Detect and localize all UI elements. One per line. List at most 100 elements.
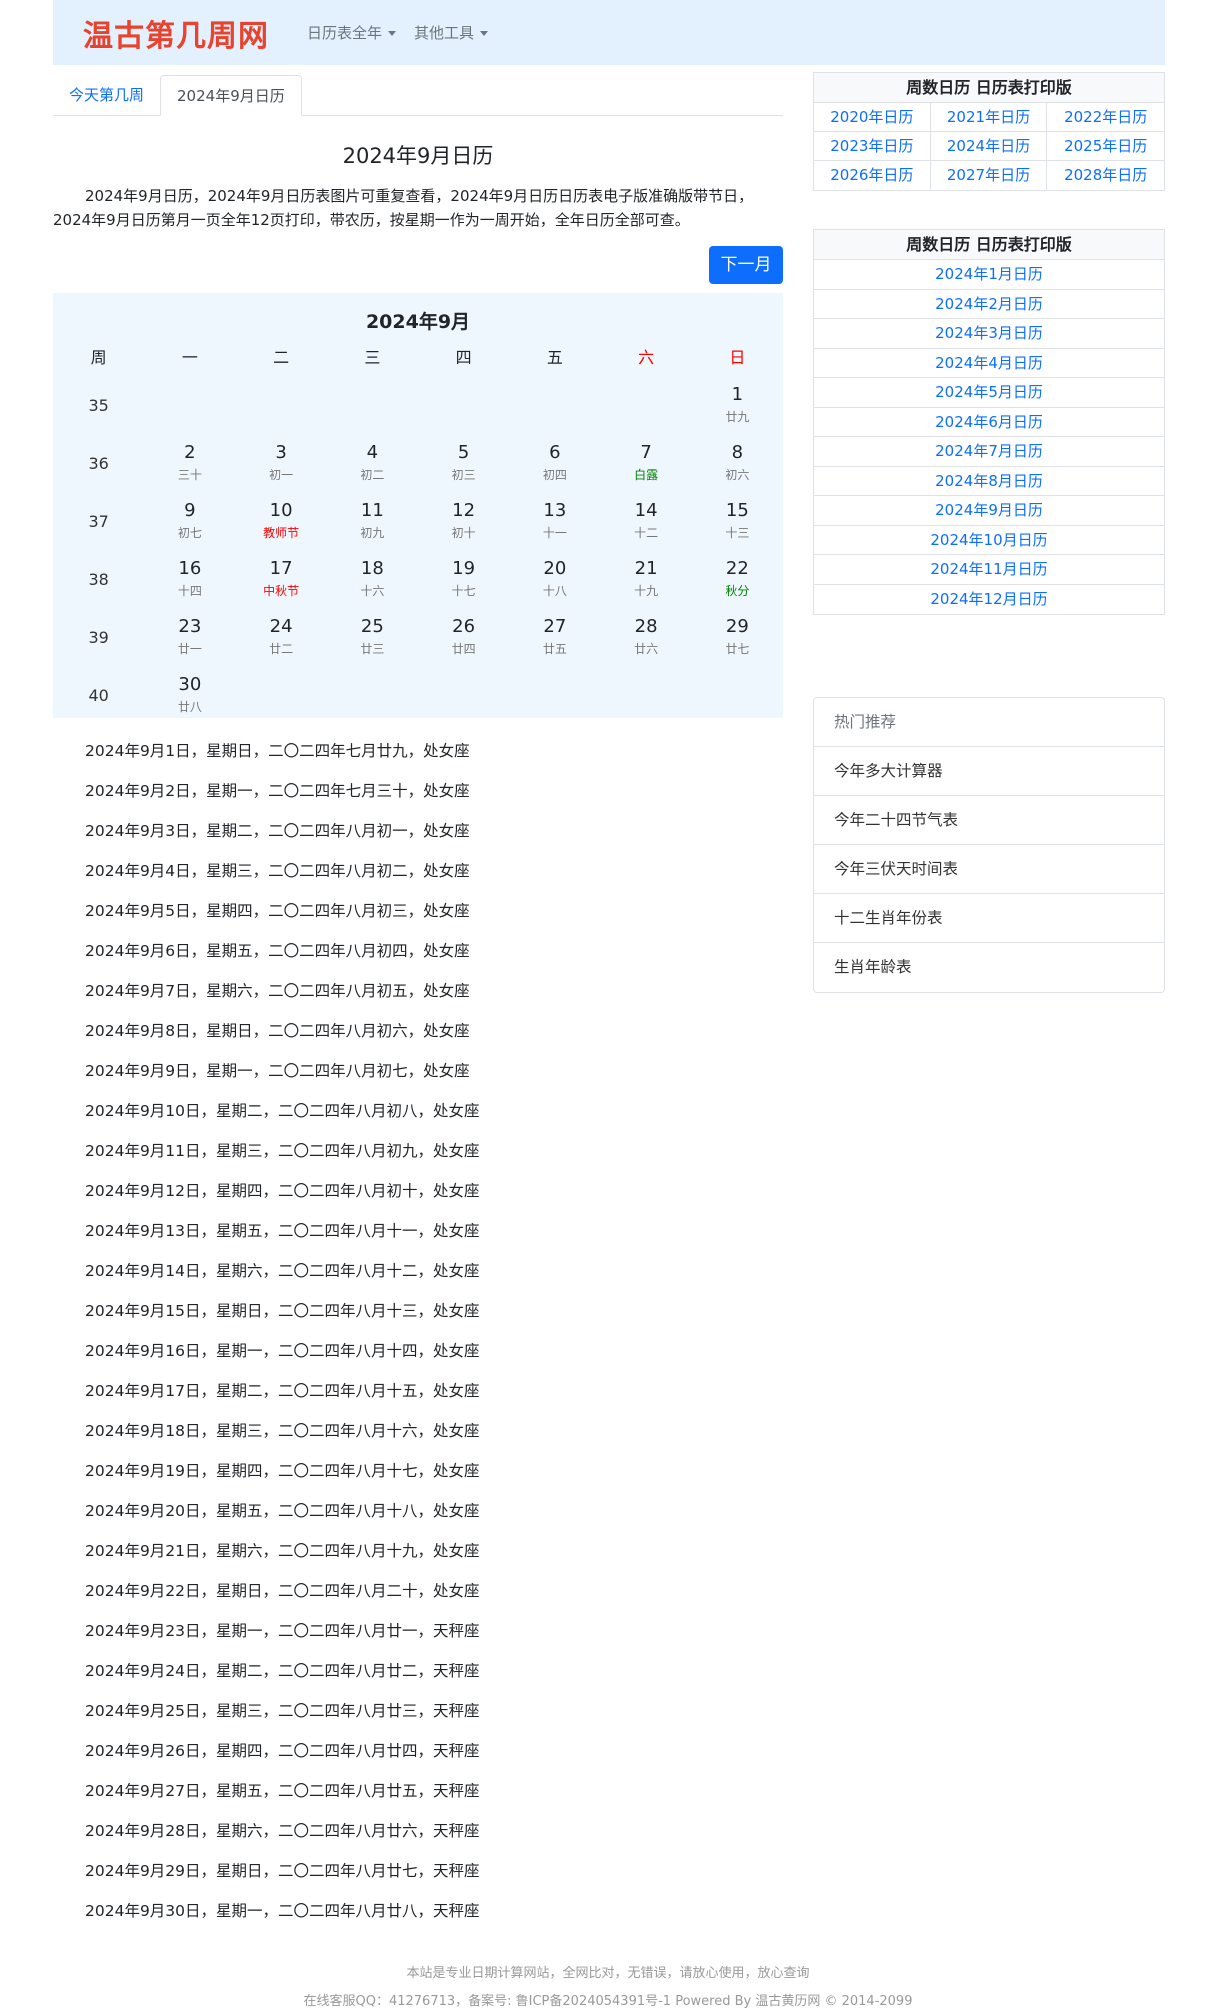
tab-month-calendar[interactable]: 2024年9月日历 [160,75,302,116]
day-list-item: 2024年9月8日，星期日，二〇二四年八月初六，处女座 [85,1022,470,1040]
day-list-item: 2024年9月21日，星期六，二〇二四年八月十九，处女座 [85,1542,480,1560]
calendar-day[interactable]: 28 廿六 [601,615,692,673]
lunar-date: 初七 [177,526,202,540]
year-calendar-link[interactable]: 2028年日历 [1064,166,1148,184]
empty-cell [601,383,692,441]
site-logo[interactable]: 温古第几周网 [83,18,269,54]
footer-note: 本站是专业日期计算网站，全网比对，无错误，请放心使用，放心查询 [406,1966,810,1981]
calendar-day[interactable]: 1 廿九 [692,383,783,441]
next-month-button[interactable]: 下一月 [709,246,783,284]
lunar-date: 十七 [451,584,476,598]
empty-cell [509,383,600,441]
calendar-day[interactable]: 18 十六 [327,557,418,615]
month-calendar-link[interactable]: 2024年6月日历 [814,408,1164,437]
lunar-date: 初十 [451,526,476,540]
calendar-day[interactable]: 10 教师节 [236,499,327,557]
calendar-day[interactable]: 2 三十 [144,441,235,499]
calendar-day[interactable]: 16 十四 [144,557,235,615]
day-list-item: 2024年9月2日，星期一，二〇二四年七月三十，处女座 [85,782,470,800]
day-list-item: 2024年9月25日，星期三，二〇二四年八月廿三，天秤座 [85,1702,480,1720]
month-calendar-link[interactable]: 2024年2月日历 [814,290,1164,319]
day-list-item: 2024年9月4日，星期三，二〇二四年八月初二，处女座 [85,862,470,880]
calendar-day[interactable]: 21 十九 [601,557,692,615]
day-number: 20 [543,558,567,579]
hot-list-item[interactable]: 十二生肖年份表 [814,894,1164,943]
year-calendar-link[interactable]: 2023年日历 [814,132,931,161]
year-calendar-link[interactable]: 2026年日历 [814,161,931,190]
weekday-header: 日 [729,348,746,367]
calendar-day[interactable]: 27 廿五 [509,615,600,673]
calendar-day[interactable]: 25 廿三 [327,615,418,673]
month-calendar-link[interactable]: 2024年11月日历 [814,555,1164,585]
year-calendar-link[interactable]: 2022年日历 [1047,103,1164,132]
calendar-day[interactable]: 8 初六 [692,441,783,499]
calendar-day[interactable]: 29 廿七 [692,615,783,673]
hot-list-item[interactable]: 今年三伏天时间表 [814,845,1164,894]
hot-list-item[interactable]: 今年多大计算器 [814,747,1164,796]
calendar-day[interactable]: 5 初三 [418,441,509,499]
nav-label: 其他工具 [414,24,475,42]
years-panel: 周数日历 日历表打印版 2020年日历 2021年日历 2022年日历 2023年日历… [813,72,1165,191]
weekday-header: 周 [90,348,107,367]
calendar-day[interactable]: 30 廿八 [144,673,235,731]
calendar-day[interactable]: 6 初四 [509,441,600,499]
month-calendar-link[interactable]: 2024年1月日历 [814,260,1164,290]
year-calendar-link[interactable]: 2020年日历 [814,103,931,132]
weekday-header: 一 [181,348,198,367]
calendar-day[interactable]: 11 初九 [327,499,418,557]
month-calendar-link[interactable]: 2024年8月日历 [814,467,1164,496]
month-calendar-link[interactable]: 2024年4月日历 [814,349,1164,378]
day-number: 3 [275,442,287,463]
year-calendar-link[interactable]: 2021年日历 [930,103,1048,132]
calendar-day[interactable]: 17 中秋节 [236,557,327,615]
year-calendar-link[interactable]: 2025年日历 [1047,132,1164,161]
calendar-grid: 周 一 二 三 四 五 六 日 35 1 廿九 36 2 三十 3 初一 4 初二 5 初三 6 初四 7 白露 8 初六 37 9 初… [53,341,783,731]
month-calendar-link[interactable]: 2024年7月日历 [814,437,1164,467]
calendar-day[interactable]: 9 初七 [144,499,235,557]
day-number: 14 [634,500,658,521]
month-calendar-link[interactable]: 2024年9月日历 [814,496,1164,526]
calendar-day[interactable]: 26 廿四 [418,615,509,673]
calendar-day[interactable]: 13 十一 [509,499,600,557]
lunar-date: 三十 [177,468,202,482]
calendar-day[interactable]: 19 十七 [418,557,509,615]
month-calendar-link[interactable]: 2024年3月日历 [814,319,1164,349]
day-list-item: 2024年9月11日，星期三，二〇二四年八月初九，处女座 [85,1142,480,1160]
day-number: 4 [366,442,379,463]
day-number: 16 [178,558,202,579]
calendar-day[interactable]: 14 十二 [601,499,692,557]
lunar-date: 初六 [725,468,750,482]
day-list-item: 2024年9月10日，星期二，二〇二四年八月初八，处女座 [85,1102,480,1120]
calendar-day[interactable]: 12 初十 [418,499,509,557]
day-list-item: 2024年9月13日，星期五，二〇二四年八月十一，处女座 [85,1222,480,1240]
hot-list-item[interactable]: 今年二十四节气表 [814,796,1164,845]
weekday-header: 三 [364,348,381,367]
month-calendar-link[interactable]: 2024年10月日历 [814,526,1164,555]
calendar-day[interactable]: 4 初二 [327,441,418,499]
calendar-day[interactable]: 22 秋分 [692,557,783,615]
month-calendar-link[interactable]: 2024年5月日历 [814,378,1164,408]
day-number: 7 [640,442,652,463]
calendar-day[interactable]: 23 廿一 [144,615,235,673]
month-calendar-link[interactable]: 2024年12月日历 [930,589,1048,608]
lunar-date: 十二 [634,526,659,540]
calendar-day[interactable]: 3 初一 [236,441,327,499]
nav-calendar-dropdown[interactable]: 日历表全年 [307,22,397,43]
day-number: 6 [549,442,561,463]
day-list-item: 2024年9月18日，星期三，二〇二四年八月十六，处女座 [85,1422,480,1440]
day-list-item: 2024年9月14日，星期六，二〇二四年八月十二，处女座 [85,1262,480,1280]
lunar-date: 十一 [542,526,567,540]
tab-today-week[interactable]: 今天第几周 [69,86,145,104]
day-number: 5 [457,442,470,463]
calendar-day[interactable]: 24 廿二 [236,615,327,673]
calendar-day[interactable]: 15 十三 [692,499,783,557]
nav-tools-dropdown[interactable]: 其他工具 [414,22,489,43]
calendar-day[interactable]: 7 白露 [601,441,692,499]
hot-list-item[interactable]: 生肖年龄表 [834,958,912,976]
day-number: 19 [452,558,476,579]
day-number: 27 [543,616,567,637]
calendar-day[interactable]: 20 十八 [509,557,600,615]
year-calendar-link[interactable]: 2024年日历 [930,132,1048,161]
year-calendar-link[interactable]: 2027年日历 [931,161,1048,190]
week-number: 38 [88,570,109,589]
